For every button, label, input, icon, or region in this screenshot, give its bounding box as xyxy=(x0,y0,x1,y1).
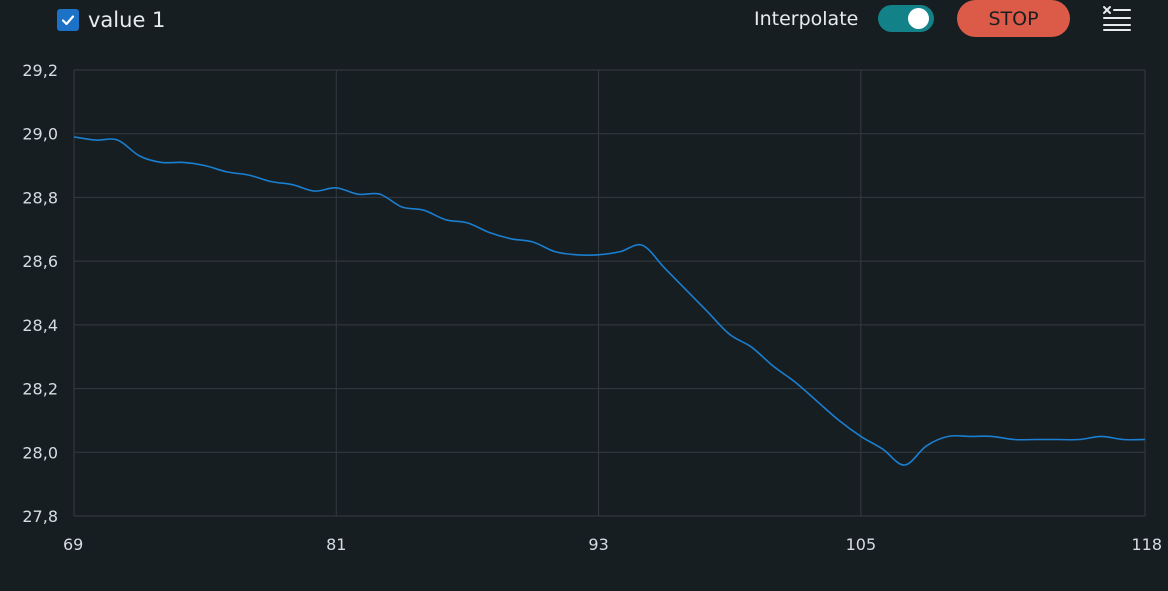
data-point xyxy=(1079,439,1081,441)
data-point xyxy=(685,289,687,291)
x-tick-label: 93 xyxy=(588,535,608,554)
x-tick-label: 81 xyxy=(326,535,346,554)
y-tick-label: 28,8 xyxy=(22,188,58,207)
y-tick-label: 28,2 xyxy=(22,380,58,399)
data-point xyxy=(314,190,316,192)
legend-series-toggle[interactable]: value 1 xyxy=(57,8,165,32)
data-point xyxy=(991,436,993,438)
data-point xyxy=(445,219,447,221)
data-point xyxy=(926,445,928,447)
data-point xyxy=(182,162,184,164)
data-point xyxy=(401,206,403,208)
data-point xyxy=(95,139,97,141)
y-tick-label: 29,2 xyxy=(22,61,58,80)
data-point xyxy=(554,251,556,253)
data-point xyxy=(488,232,490,234)
data-point xyxy=(357,193,359,195)
data-point xyxy=(663,267,665,269)
series-line-1 xyxy=(73,136,1146,466)
stop-button[interactable]: STOP xyxy=(957,0,1070,37)
data-point xyxy=(969,436,971,438)
data-point xyxy=(270,181,272,183)
data-point xyxy=(1013,439,1015,441)
y-tick-label: 28,4 xyxy=(22,316,58,335)
data-point xyxy=(467,222,469,224)
data-point xyxy=(707,311,709,313)
y-tick-label: 27,8 xyxy=(22,507,58,526)
y-tick-label: 29,0 xyxy=(22,125,58,144)
data-point xyxy=(729,334,731,336)
data-point xyxy=(816,401,818,403)
series-layer xyxy=(73,136,1146,466)
data-point xyxy=(838,420,840,422)
data-point xyxy=(510,238,512,240)
clear-list-icon xyxy=(1103,6,1131,31)
data-point xyxy=(904,464,906,466)
data-point xyxy=(423,209,425,211)
data-point xyxy=(117,139,119,141)
data-point xyxy=(882,448,884,450)
legend-label: value 1 xyxy=(88,8,166,32)
x-axis-ticks: 69 81 93 105 118 xyxy=(63,535,1162,554)
data-point xyxy=(576,254,578,256)
checkmark-icon xyxy=(61,15,75,26)
data-point xyxy=(1144,439,1146,441)
data-point xyxy=(335,187,337,189)
x-tick-label: 69 xyxy=(63,535,83,554)
data-point xyxy=(292,184,294,186)
interpolate-label: Interpolate xyxy=(754,8,859,30)
toggle-knob xyxy=(908,8,929,29)
data-point xyxy=(161,162,163,164)
series-checkbox[interactable] xyxy=(57,9,79,31)
data-point xyxy=(598,254,600,256)
data-point xyxy=(248,174,250,176)
data-point xyxy=(794,381,796,383)
x-tick-label: 118 xyxy=(1131,535,1162,554)
plotter-toolbar: value 1 Interpolate STOP xyxy=(0,0,1168,44)
data-point xyxy=(947,436,949,438)
y-tick-label: 28,0 xyxy=(22,443,58,462)
data-point xyxy=(139,155,141,157)
data-point xyxy=(641,244,643,246)
data-point xyxy=(532,241,534,243)
x-tick-label: 105 xyxy=(846,535,877,554)
data-point xyxy=(204,165,206,167)
data-point xyxy=(860,436,862,438)
interpolate-toggle[interactable] xyxy=(878,5,934,32)
data-point xyxy=(1035,439,1037,441)
data-point xyxy=(226,171,228,173)
data-point xyxy=(1057,439,1059,441)
data-point xyxy=(1122,439,1124,441)
data-point xyxy=(620,251,622,253)
data-point xyxy=(73,136,75,138)
y-axis-ticks: 27,8 28,0 28,2 28,4 28,6 28,8 29,0 29,2 xyxy=(22,61,58,526)
data-point xyxy=(379,193,381,195)
data-point xyxy=(773,365,775,367)
clear-button[interactable] xyxy=(1101,4,1133,32)
grid xyxy=(73,69,1146,517)
data-point xyxy=(1100,436,1102,438)
y-tick-label: 28,6 xyxy=(22,252,58,271)
data-point xyxy=(751,346,753,348)
